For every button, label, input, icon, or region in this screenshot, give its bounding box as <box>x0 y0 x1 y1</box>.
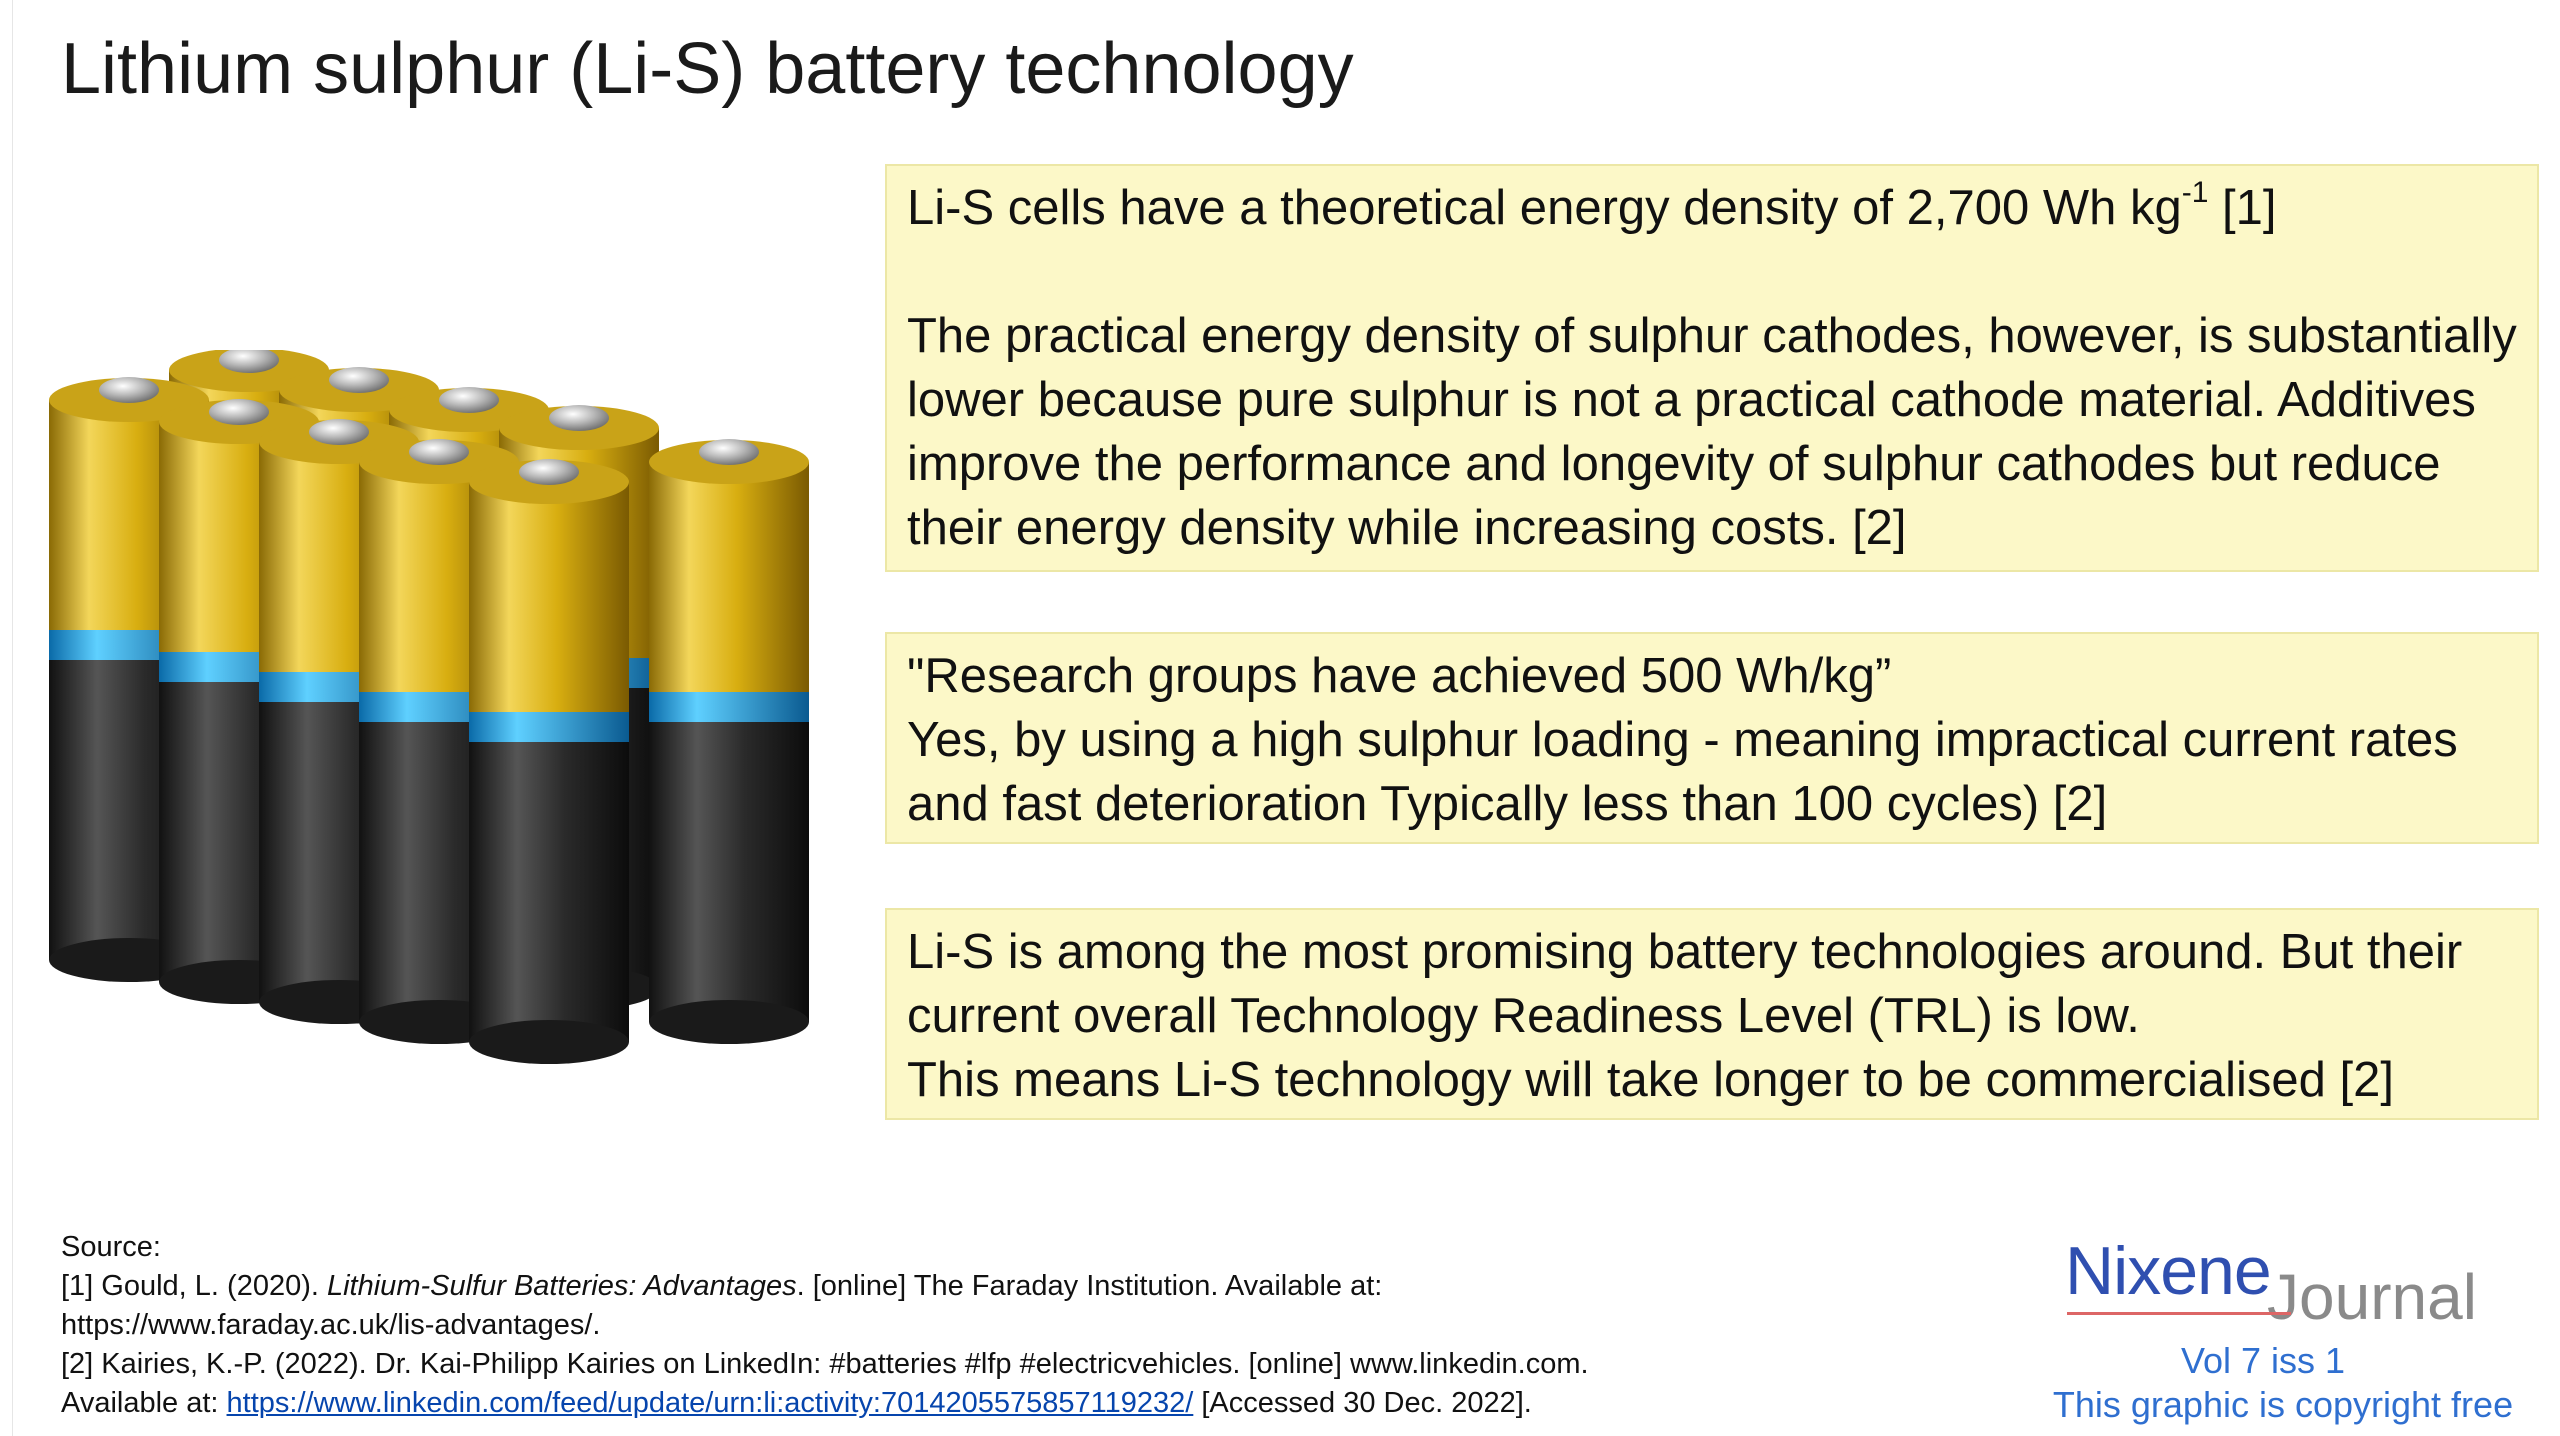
info-box-research: "Research groups have achieved 500 Wh/kg… <box>885 632 2539 844</box>
ref1-publisher: . [online] The Faraday Institution. Avai… <box>796 1270 1383 1302</box>
battery-illustration <box>49 350 809 1064</box>
commercialised-text: This means Li-S technology will take lon… <box>907 1053 2395 1107</box>
logo-brand: Nixene <box>2065 1233 2272 1309</box>
reference-1-url: https://www.faraday.ac.uk/lis-advantages… <box>61 1309 601 1341</box>
practical-density-text: The practical energy density of sulphur … <box>907 309 2517 555</box>
info-box-trl: Li-S is among the most promising battery… <box>885 908 2539 1120</box>
copyright-label: This graphic is copyright free <box>2052 1384 2514 1425</box>
logo-underline <box>2067 1312 2291 1315</box>
volume-label: Vol 7 iss 1 <box>2180 1340 2346 1381</box>
ref1-title: Lithium-Sulfur Batteries: Advantages <box>326 1270 797 1302</box>
research-text: Yes, by using a high sulphur loading - m… <box>907 713 2458 831</box>
battery-cell <box>649 439 809 1044</box>
info-box-energy-density: Li-S cells have a theoretical energy den… <box>885 164 2539 572</box>
trl-text: Li-S is among the most promising battery… <box>907 925 2463 1043</box>
reference-2: [2] Kairies, K.-P. (2022). Dr. Kai-Phili… <box>61 1348 1589 1380</box>
sources-heading: Source: <box>61 1231 161 1263</box>
theoretical-density-text: Li-S cells have a theoretical energy den… <box>907 176 2517 240</box>
reference-2-availability: Available at: https://www.linkedin.com/f… <box>61 1384 1589 1423</box>
ref-span: [1] <box>2208 181 2277 235</box>
slide: Lithium sulphur (Li-S) battery technolog… <box>12 0 2560 1436</box>
reference-2-link[interactable]: https://www.linkedin.com/feed/update/urn… <box>226 1387 1194 1419</box>
logo-sub: Journal <box>2267 1261 2477 1333</box>
page-title: Lithium sulphur (Li-S) battery technolog… <box>61 29 1354 109</box>
text-span: Li-S cells have a theoretical energy den… <box>907 181 2182 235</box>
sources: Source: [1] Gould, L. (2020). Lithium-Su… <box>61 1228 1589 1423</box>
research-quote: "Research groups have achieved 500 Wh/kg… <box>907 649 1892 703</box>
ref1-author: [1] Gould, L. (2020). <box>61 1270 327 1302</box>
nixene-logo: Nixene Journal <box>2053 1232 2553 1333</box>
battery-cell <box>469 459 629 1064</box>
ref2-accessed: [Accessed 30 Dec. 2022]. <box>1193 1387 1532 1419</box>
ref2-available: Available at: <box>61 1387 227 1419</box>
reference-1: [1] Gould, L. (2020). Lithium-Sulfur Bat… <box>61 1267 1589 1306</box>
superscript: -1 <box>2181 176 2209 209</box>
